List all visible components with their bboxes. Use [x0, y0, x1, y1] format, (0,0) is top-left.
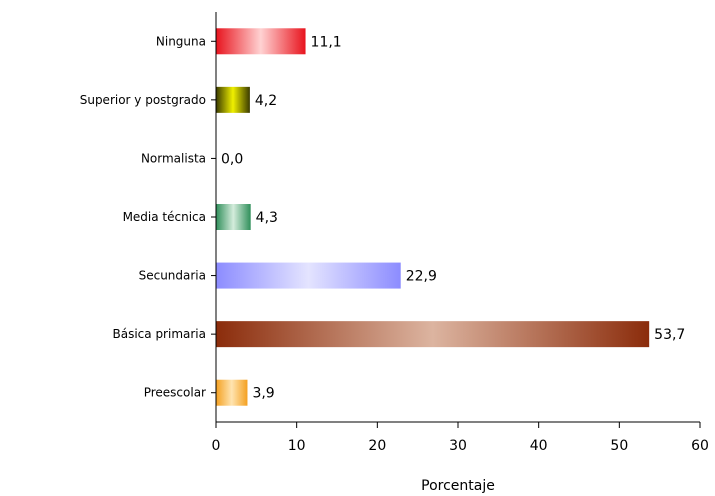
value-label: 0,0 — [221, 151, 243, 167]
bar-secundaria — [216, 262, 401, 289]
value-label: 11,1 — [311, 34, 342, 50]
bar-ninguna — [216, 28, 306, 55]
value-label: 3,9 — [252, 386, 274, 402]
category-label: Secundaria — [139, 269, 206, 283]
x-tick-label: 60 — [691, 438, 709, 454]
category-label: Ninguna — [156, 34, 206, 48]
category-label: Preescolar — [144, 386, 206, 400]
x-tick-label: 50 — [610, 438, 628, 454]
value-label: 4,3 — [256, 210, 278, 226]
labels-group: Ninguna 11,1 Superior y postgrado 4,2 Normal… — [80, 34, 709, 454]
bars-group — [216, 28, 650, 406]
category-label: Básica primaria — [113, 327, 207, 341]
category-label: Normalista — [141, 151, 206, 165]
x-tick-label: 30 — [449, 438, 467, 454]
bar-superior-y-postgrado — [216, 86, 250, 113]
x-tick-label: 40 — [530, 438, 548, 454]
value-label: 53,7 — [654, 327, 685, 343]
bar-media-t-cnica — [216, 204, 251, 230]
category-label: Media técnica — [123, 210, 206, 224]
axes-group — [215, 12, 700, 423]
value-label: 22,9 — [406, 269, 437, 285]
category-label: Superior y postgrado — [80, 93, 206, 107]
bar-preescolar — [216, 379, 248, 406]
x-axis-title: Porcentaje — [421, 478, 495, 494]
value-label: 4,2 — [255, 93, 277, 109]
x-tick-label: 10 — [288, 438, 306, 454]
bar-b-sica-primaria — [216, 321, 650, 348]
x-tick-label: 20 — [368, 438, 386, 454]
ticks-group — [211, 40, 701, 428]
x-tick-label: 0 — [212, 438, 221, 454]
